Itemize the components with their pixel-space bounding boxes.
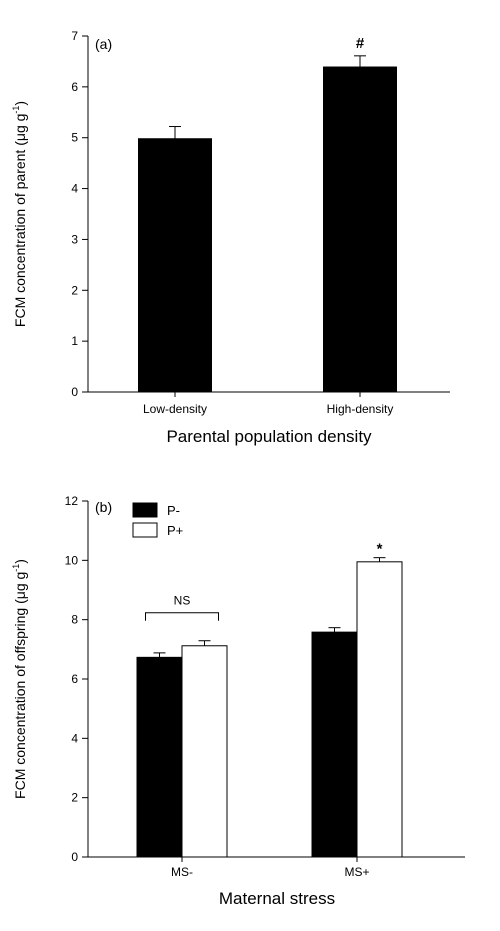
panel-b-x-axis-title: Maternal stress — [219, 889, 335, 908]
panel-b-legend-swatch — [132, 502, 158, 518]
panel-b-legend-label: P+ — [167, 523, 183, 538]
panel-b-label: (b) — [95, 499, 112, 515]
panel-b-ms--s0-bar — [136, 656, 183, 858]
panel-a-y-axis-title: FCM concentration of parent (μg g-1) — [11, 101, 28, 327]
panel-b-legend-label: P- — [167, 503, 180, 518]
panel-b-y-tick-label: 4 — [71, 731, 78, 745]
panel-a-y-axis-title-close: ) — [12, 101, 28, 106]
panel-b-y-tick-label: 10 — [65, 553, 79, 567]
panel-a-x-tick-label: Low-density — [143, 402, 207, 416]
panel-b-y-tick-label: 8 — [71, 613, 78, 627]
panel-b-y-axis-title-close: ) — [12, 559, 28, 564]
panel-b-ns-label: NS — [174, 594, 191, 608]
panel-a-x-axis-title: Parental population density — [166, 427, 372, 446]
panel-a-low-density-s0-bar — [138, 138, 212, 393]
panel-a-y-tick-label: 7 — [71, 29, 78, 43]
panel-b-y-tick-label: 0 — [71, 850, 78, 864]
panel-a-y-axis-title-main: FCM concentration of parent (μg g — [12, 114, 28, 328]
panel-b-x-tick-label: MS+ — [344, 865, 369, 879]
panel-a-x-tick-label: High-density — [327, 402, 394, 416]
panel-a-y-tick-label: 1 — [71, 334, 78, 348]
panel-a-y-tick-label: 6 — [71, 80, 78, 94]
panel-a-y-tick-label: 2 — [71, 283, 78, 297]
panel-b-y-axis-title-main: FCM concentration of offspring (μg g — [12, 572, 28, 799]
panel-a-high-density-s0-bar — [323, 66, 397, 393]
panel-a-y-tick-label: 5 — [71, 131, 78, 145]
panel-b-y-axis-title: FCM concentration of offspring (μg g-1) — [11, 559, 28, 799]
panel-b-ms--s0-bar — [311, 631, 358, 858]
panel-b-y-tick-label: 2 — [71, 791, 78, 805]
panel-a-y-tick-label: 3 — [71, 232, 78, 246]
panel-a-y-tick-label: 0 — [71, 385, 78, 399]
panel-b-chart: (b) Maternal stress FCM concentration of… — [11, 494, 465, 908]
panel-a-significance-marker: # — [356, 35, 365, 52]
panel-a-chart: (a) Parental population density FCM conc… — [11, 29, 450, 446]
panel-a-label: (a) — [95, 36, 112, 52]
panel-b-ms--s1-bar — [356, 561, 403, 858]
panel-b-ns-bracket — [145, 612, 219, 621]
panel-b-y-tick-label: 6 — [71, 672, 78, 686]
panel-a-y-tick-label: 4 — [71, 182, 78, 196]
panel-b-legend-swatch — [132, 522, 158, 538]
panel-b-ms--s1-bar — [181, 645, 228, 858]
panel-b-y-axis-title-superscript: -1 — [11, 564, 21, 572]
panel-a-y-axis-title-superscript: -1 — [11, 106, 21, 114]
panel-b-y-tick-label: 12 — [65, 494, 79, 508]
panel-b-significance-marker: * — [377, 541, 383, 558]
panel-b-x-tick-label: MS- — [171, 865, 193, 879]
